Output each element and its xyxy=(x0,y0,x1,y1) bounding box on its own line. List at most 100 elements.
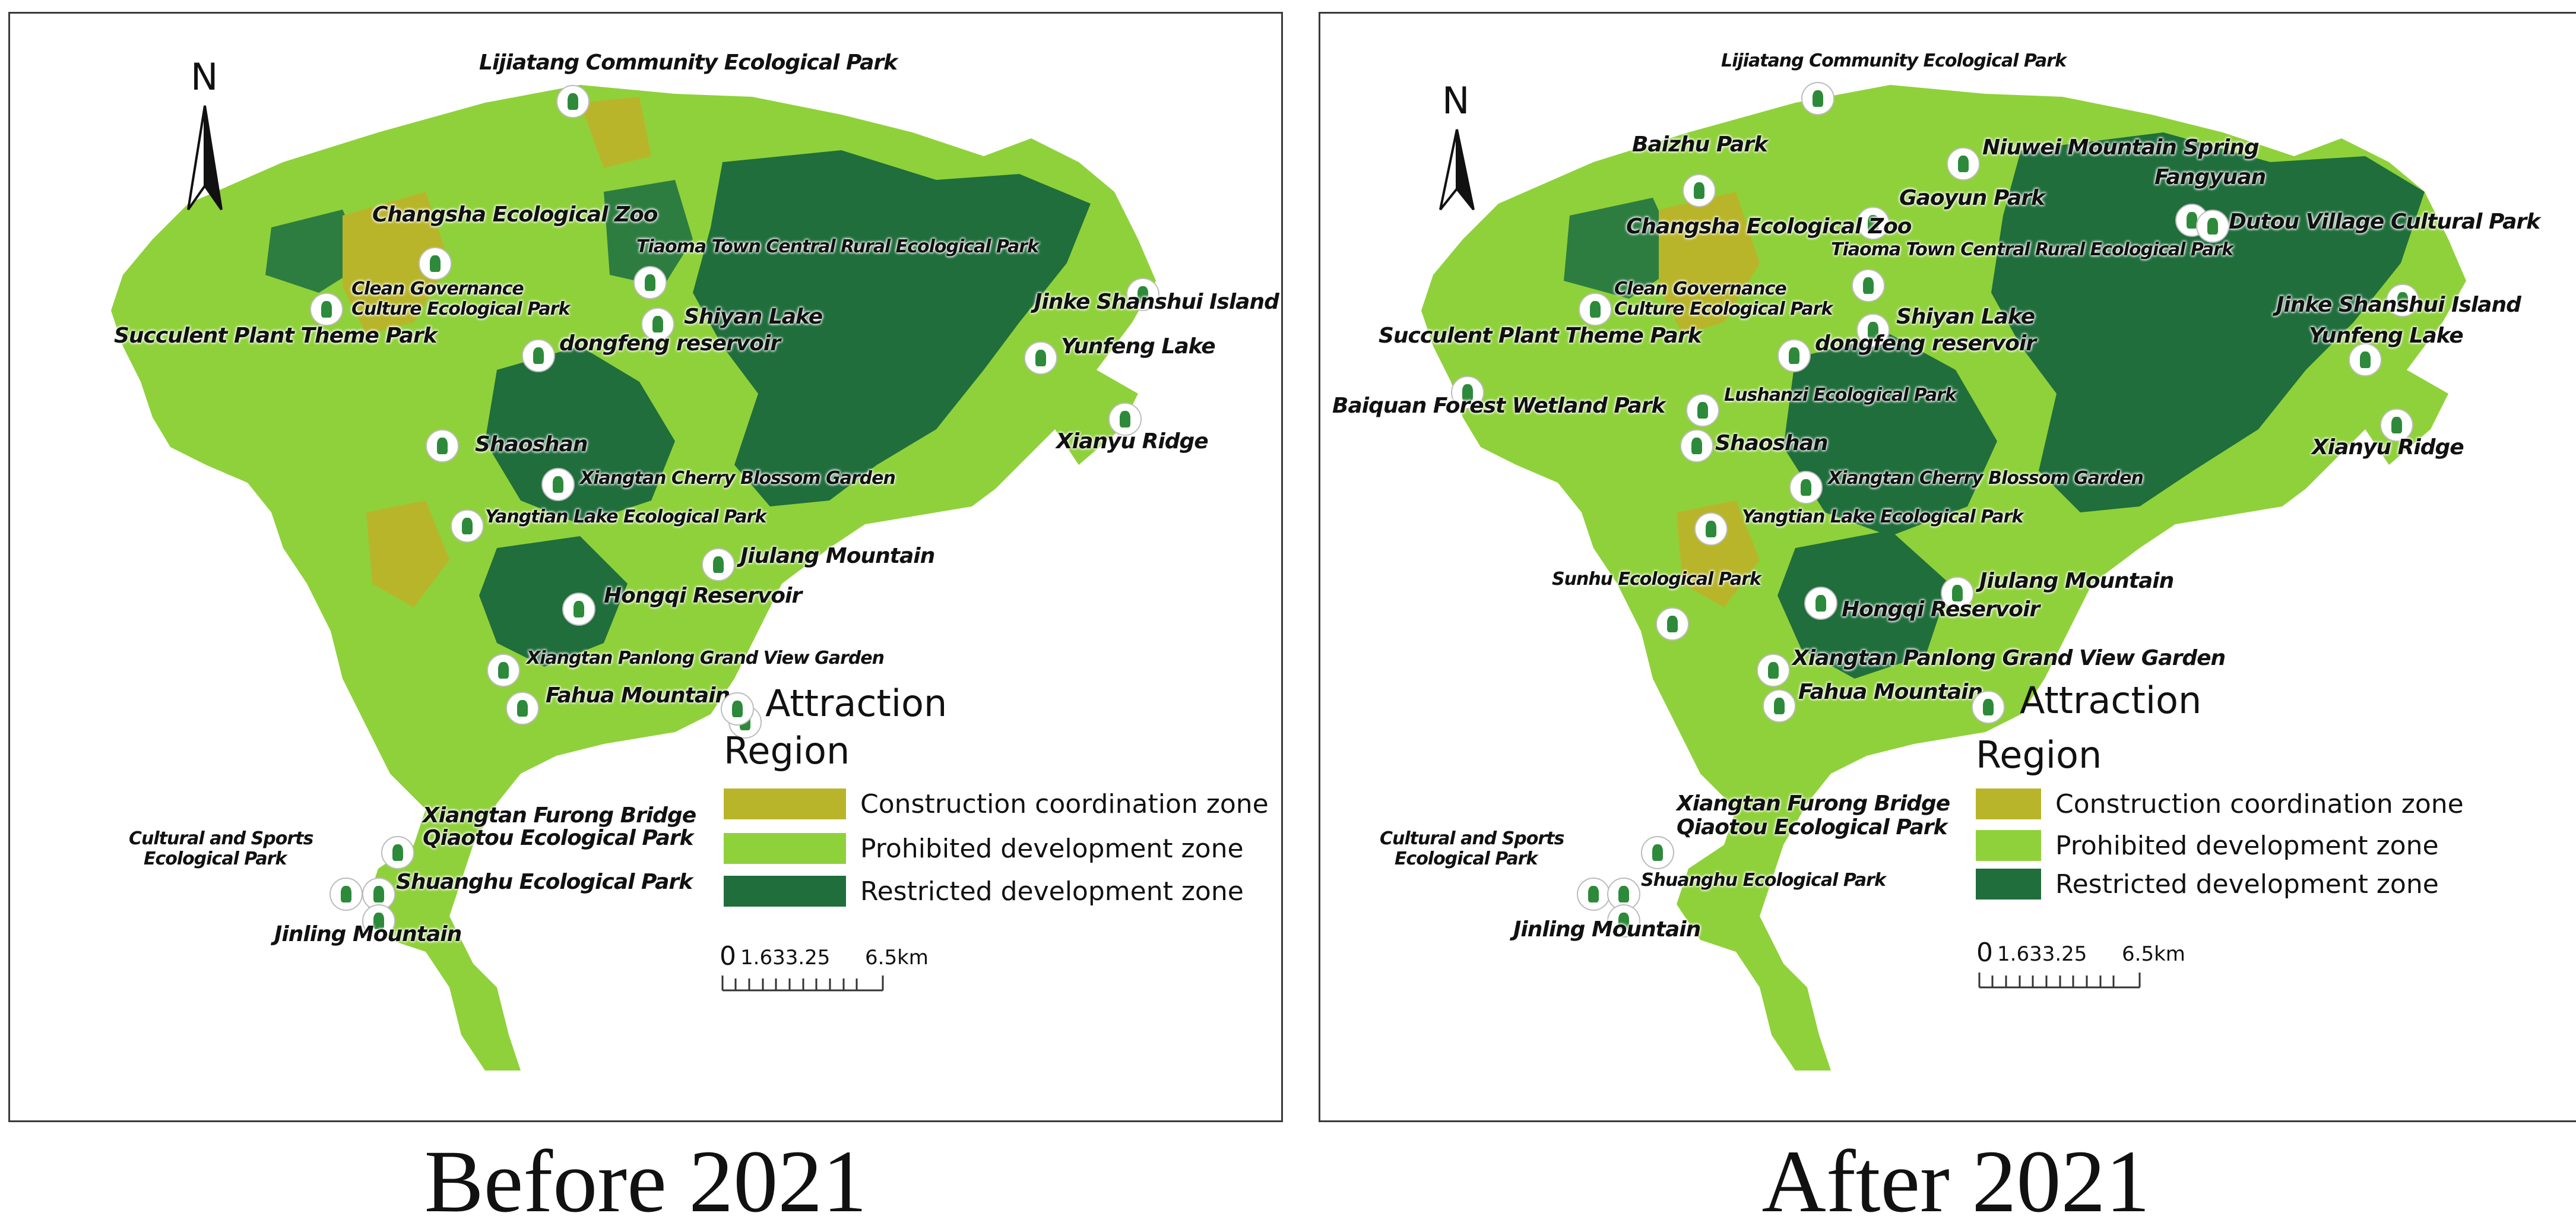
legend-attraction: Attraction xyxy=(765,682,948,725)
restricted-zone-shape xyxy=(1783,334,1997,536)
attraction-marker[interactable] xyxy=(1804,587,1837,620)
legend-swatch xyxy=(724,876,846,907)
place-label: Shuanghu Ecological Park xyxy=(396,870,693,894)
attraction-marker[interactable] xyxy=(562,593,595,626)
place-label: Yunfeng Lake xyxy=(2309,324,2464,348)
place-label: Gaoyun Park xyxy=(1899,186,2045,210)
legend-item-construction: Construction coordination zone xyxy=(724,788,1269,819)
attraction-marker[interactable] xyxy=(451,509,484,543)
attraction-marker[interactable] xyxy=(1694,512,1728,546)
attraction-marker[interactable] xyxy=(1126,278,1159,311)
place-label: Jinke Shanshui Island xyxy=(1034,290,1279,314)
attraction-marker[interactable] xyxy=(702,548,735,581)
place-label: Xiangtan Furong Bridge xyxy=(1677,791,1950,816)
place-label: Xiangtan Panlong Grand View Garden xyxy=(1792,646,2226,670)
place-label: Qiaotou Ecological Park xyxy=(1677,815,1947,840)
attraction-marker[interactable] xyxy=(1763,689,1796,723)
place-label: Xiangtan Panlong Grand View Garden xyxy=(527,648,885,669)
restricted-zone-shape xyxy=(604,180,693,287)
place-label: Cultural and Sports xyxy=(129,828,313,849)
legend-label: Construction coordination zone xyxy=(860,788,1269,819)
legend-item-restricted: Restricted development zone xyxy=(724,876,1244,907)
place-label: Culture Ecological Park xyxy=(1614,299,1833,319)
attraction-marker[interactable] xyxy=(1108,403,1142,436)
place-label: Lushanzi Ecological Park xyxy=(1724,385,1957,406)
place-label: Fangyuan xyxy=(2154,165,2266,189)
place-label: Baiquan Forest Wetland Park xyxy=(1332,394,1665,418)
legend-label: Construction coordination zone xyxy=(2055,788,2464,819)
attraction-marker[interactable] xyxy=(1856,313,1890,347)
attraction-marker[interactable] xyxy=(641,308,674,341)
attraction-marker[interactable] xyxy=(1656,607,1689,641)
attraction-marker[interactable] xyxy=(1024,341,1057,375)
caption-before: Before 2021 xyxy=(424,1132,867,1231)
place-label: Jinling Mountain xyxy=(274,922,462,946)
place-label: Changsha Ecological Zoo xyxy=(1626,214,1912,239)
place-label: Succulent Plant Theme Park xyxy=(1379,324,1702,348)
place-label: Niuwei Mountain Spring xyxy=(1982,135,2260,160)
attraction-marker[interactable] xyxy=(1947,147,1980,180)
attraction-marker[interactable] xyxy=(556,85,590,118)
caption-after: After 2021 xyxy=(1761,1132,2150,1231)
scale-end: 6.5km xyxy=(865,946,929,970)
north-arrow xyxy=(187,105,223,211)
attraction-marker[interactable] xyxy=(633,266,667,299)
north-label: N xyxy=(191,55,218,99)
construction-zone-shape xyxy=(343,192,449,334)
legend-item-prohibited: Prohibited development zone xyxy=(1976,830,2439,861)
attraction-marker[interactable] xyxy=(1941,577,1974,610)
attraction-marker[interactable] xyxy=(2380,408,2413,442)
place-label: dongfeng reservoir xyxy=(559,331,781,356)
attraction-marker[interactable] xyxy=(522,339,555,372)
attraction-marker[interactable] xyxy=(1683,174,1716,207)
attraction-marker[interactable] xyxy=(329,878,363,911)
legend-label: Restricted development zone xyxy=(2055,869,2439,900)
place-label: Yangtian Lake Ecological Park xyxy=(485,506,766,527)
attraction-marker[interactable] xyxy=(362,878,395,911)
legend-region: Region xyxy=(724,729,850,772)
attraction-marker[interactable] xyxy=(541,468,575,501)
place-label: Clean Governance xyxy=(1614,278,1787,299)
scale-zero: 0 xyxy=(720,941,736,971)
place-label: Xianyu Ridge xyxy=(1056,429,1209,454)
attraction-marker[interactable] xyxy=(1777,339,1811,372)
attraction-marker[interactable] xyxy=(1686,394,1719,427)
attraction-marker[interactable] xyxy=(381,836,414,869)
attraction-marker[interactable] xyxy=(419,247,452,280)
place-label: Culture Ecological Park xyxy=(351,299,570,319)
scale-bar xyxy=(1978,973,2141,989)
attraction-marker[interactable] xyxy=(1757,654,1790,687)
attraction-marker[interactable] xyxy=(1852,269,1885,302)
attraction-marker[interactable] xyxy=(2196,210,2229,243)
attraction-marker[interactable] xyxy=(426,429,459,463)
attraction-marker[interactable] xyxy=(1801,82,1834,115)
legend-label: Restricted development zone xyxy=(860,876,1244,907)
attraction-marker[interactable] xyxy=(1789,471,1823,504)
place-label: Hongqi Reservoir xyxy=(1842,597,2040,622)
attraction-marker[interactable] xyxy=(310,293,343,326)
attraction-marker[interactable] xyxy=(1579,293,1612,326)
map-panel-before: N Lijiatang Community Ecological Park Ch… xyxy=(8,12,1283,1122)
place-label: Tiaoma Town Central Rural Ecological Par… xyxy=(636,236,1039,257)
attraction-marker[interactable] xyxy=(1856,207,1890,240)
place-label: Fahua Mountain xyxy=(1798,680,1983,704)
attraction-marker[interactable] xyxy=(1607,904,1640,938)
attraction-marker[interactable] xyxy=(506,692,539,725)
attraction-marker[interactable] xyxy=(362,904,395,938)
place-label: Hongqi Reservoir xyxy=(604,584,802,608)
legend-attraction: Attraction xyxy=(2020,679,2202,722)
attraction-marker[interactable] xyxy=(2386,284,2419,317)
attraction-marker[interactable] xyxy=(1641,836,1674,869)
place-label: Shaoshan xyxy=(1715,431,1829,455)
place-label: Ecological Park xyxy=(144,848,287,869)
scale-zero: 0 xyxy=(1976,938,1993,968)
attraction-marker[interactable] xyxy=(1577,878,1610,911)
region-map-after xyxy=(1421,85,2466,1071)
place-label: Qiaotou Ecological Park xyxy=(423,826,693,850)
attraction-marker[interactable] xyxy=(487,654,520,687)
attraction-marker[interactable] xyxy=(1680,429,1713,463)
attraction-marker[interactable] xyxy=(2349,343,2382,376)
attraction-marker[interactable] xyxy=(1451,376,1484,409)
place-label: Clean Governance xyxy=(351,278,524,299)
scale-bar xyxy=(721,976,884,992)
